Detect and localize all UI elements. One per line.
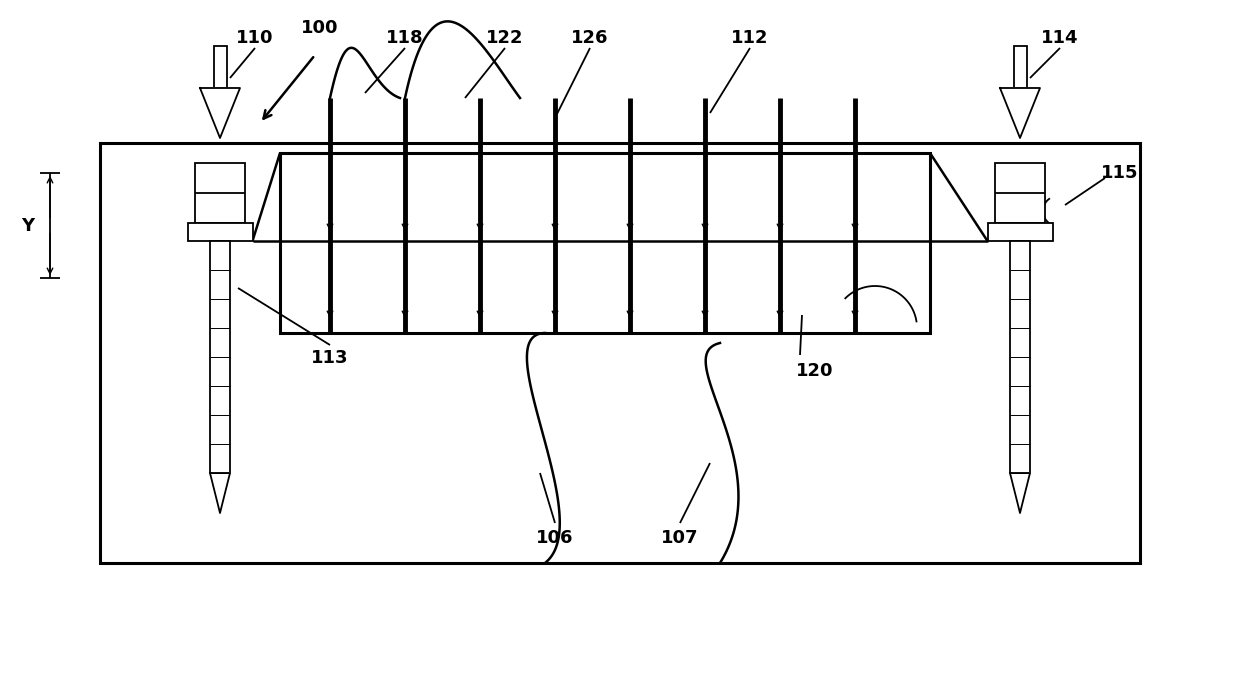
Text: 122: 122 bbox=[486, 29, 524, 47]
Bar bbox=[280, 153, 930, 333]
Text: 113: 113 bbox=[311, 349, 348, 367]
Bar bbox=[987, 223, 1052, 241]
Bar bbox=[100, 143, 1140, 563]
Polygon shape bbox=[199, 88, 240, 138]
Text: 112: 112 bbox=[731, 29, 768, 47]
Text: 118: 118 bbox=[387, 29, 424, 47]
Bar bbox=[1014, 46, 1026, 88]
Text: 110: 110 bbox=[237, 29, 274, 47]
Text: 120: 120 bbox=[797, 362, 834, 380]
Polygon shape bbox=[209, 473, 230, 513]
Bar bbox=[187, 223, 253, 241]
Bar bbox=[209, 241, 230, 473]
Text: 126: 126 bbox=[571, 29, 608, 47]
Text: 114: 114 bbox=[1041, 29, 1079, 47]
Bar bbox=[213, 46, 227, 88]
Polygon shape bbox=[1010, 473, 1030, 513]
Polygon shape bbox=[1000, 88, 1040, 138]
Text: 106: 106 bbox=[536, 529, 574, 547]
Text: 115: 115 bbox=[1101, 164, 1139, 182]
Bar bbox=[1010, 241, 1030, 473]
Bar bbox=[195, 163, 245, 223]
Text: Y: Y bbox=[21, 217, 35, 234]
Text: 107: 107 bbox=[662, 529, 699, 547]
Bar bbox=[995, 163, 1044, 223]
Text: 100: 100 bbox=[301, 19, 338, 37]
